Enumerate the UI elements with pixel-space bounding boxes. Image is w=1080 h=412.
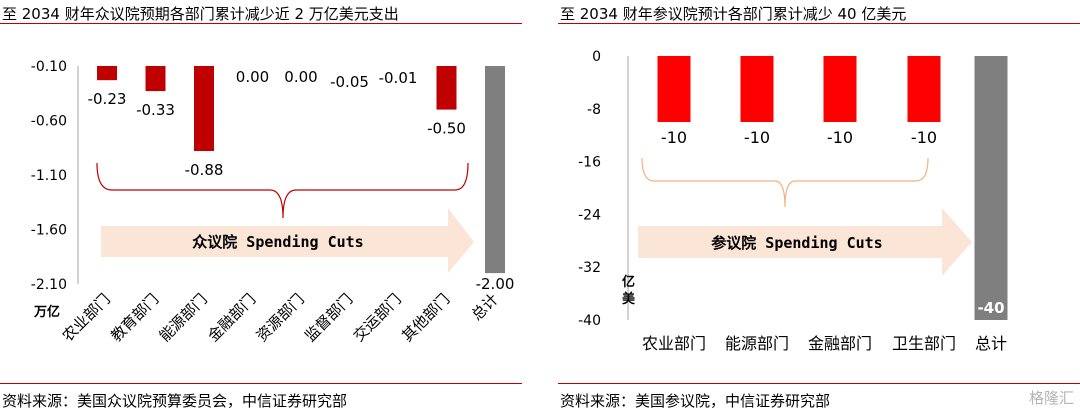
watermark: 格隆汇 xyxy=(1028,389,1074,407)
bar xyxy=(907,56,941,122)
category-label: 农业部门 xyxy=(642,334,706,353)
category-label: 监督部门 xyxy=(301,290,356,345)
category-labels: 农业部门 能源部门 金融部门 卫生部门 总计 xyxy=(642,334,1007,353)
source-rule xyxy=(0,383,522,384)
bar xyxy=(823,56,857,122)
y-tick-label: -24 xyxy=(578,207,601,223)
y-tick-label: -0.10 xyxy=(31,59,67,75)
data-label: -10 xyxy=(911,128,937,147)
data-label: -2.00 xyxy=(476,275,515,293)
spending-cuts-arrow xyxy=(101,208,474,273)
y-tick-label: -32 xyxy=(578,260,601,276)
category-label: 教育部门 xyxy=(107,290,162,345)
category-label: 交运部门 xyxy=(350,290,405,345)
bar xyxy=(194,66,214,152)
data-label: -10 xyxy=(827,128,853,147)
category-label: 金融部门 xyxy=(204,290,259,345)
data-label: -0.50 xyxy=(427,120,466,138)
data-label: -0.05 xyxy=(330,73,369,91)
data-label: -0.33 xyxy=(136,101,175,119)
chart-title-senate: 至 2034 财年参议院预计各部门累计减少 40 亿美元 xyxy=(560,5,907,23)
data-label: -40 xyxy=(977,299,1004,317)
y-ticks: 0 -8 -16 -24 -32 -40 xyxy=(578,49,601,329)
bracket xyxy=(641,157,929,208)
bar-total xyxy=(974,56,1008,320)
category-label: 金融部门 xyxy=(808,334,872,353)
y-tick-label: 0 xyxy=(592,49,601,65)
category-label: 能源部门 xyxy=(156,290,211,345)
data-label: 0.00 xyxy=(284,68,317,86)
bar xyxy=(145,66,166,92)
value-labels: -10 -10 -10 -10 -40 xyxy=(661,128,1005,317)
category-label: 农业部门 xyxy=(59,290,114,345)
y-tick-label: -1.60 xyxy=(31,223,67,239)
data-label: -0.88 xyxy=(185,161,224,179)
bar-total xyxy=(485,66,505,274)
category-label: 资源部门 xyxy=(253,290,308,345)
source-rule xyxy=(558,383,1080,384)
data-label: 0.00 xyxy=(236,68,269,86)
title-rule xyxy=(558,23,1080,24)
y-tick-label: -1.10 xyxy=(31,168,67,184)
bar xyxy=(657,56,691,122)
senate-chart: 0-8-16-24-32-40 参议院 Spending Cuts -10 -10… xyxy=(578,49,1008,353)
chart-title-house: 至 2034 财年众议院预期各部门累计减少近 2 万亿美元支出 xyxy=(2,5,399,23)
y-tick-label: -0.60 xyxy=(31,114,67,130)
value-labels: -0.23 -0.33 -0.88 0.00 0.00 -0.05 -0.01 -0.50 -2… xyxy=(88,68,515,293)
bars xyxy=(657,56,1008,320)
arrow-label: 参议院 Spending Cuts xyxy=(711,234,882,252)
data-label: -0.01 xyxy=(379,69,418,87)
y-tick-label: -8 xyxy=(587,102,601,118)
bar xyxy=(740,56,774,122)
bracket xyxy=(96,162,469,219)
category-label: 总计 xyxy=(468,290,502,324)
bars xyxy=(97,66,505,274)
bar xyxy=(436,66,457,110)
arrow-label: 众议院 Spending Cuts xyxy=(192,233,363,251)
bar xyxy=(97,66,117,81)
y-ticks: -0.10 -0.60 -1.10 -1.60 -2.10 xyxy=(31,59,67,293)
category-label: 能源部门 xyxy=(725,334,789,353)
unit-label: 万亿 xyxy=(33,304,60,320)
y-tick-label: -16 xyxy=(578,155,601,171)
data-label: -10 xyxy=(744,128,770,147)
category-label: 总计 xyxy=(975,334,1007,353)
y-tick-label: -40 xyxy=(578,313,601,329)
title-rule xyxy=(0,23,522,24)
y-tick-label: -2.10 xyxy=(31,277,67,293)
data-label: -0.23 xyxy=(88,90,127,108)
unit-label: 亿美 xyxy=(622,274,636,307)
data-label: -10 xyxy=(661,128,687,147)
category-label: 其他部门 xyxy=(398,290,453,345)
spending-cuts-arrow xyxy=(638,208,972,276)
source-note-house: 资料来源：美国众议院预算委员会，中信证券研究部 xyxy=(2,392,348,410)
category-label: 卫生部门 xyxy=(892,334,956,353)
house-chart: -0.10 -0.60 -1.10 -1.60 -2.10 众议院 Spending C… xyxy=(31,59,515,345)
source-note-senate: 资料来源：美国参议院，中信证券研究部 xyxy=(560,392,831,410)
